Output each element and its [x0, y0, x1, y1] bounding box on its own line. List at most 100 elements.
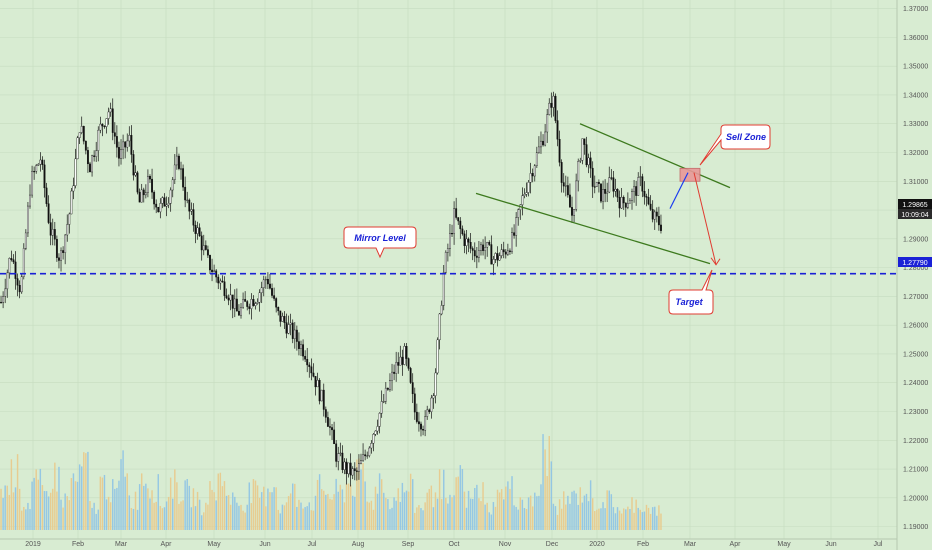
candle-body [264, 278, 267, 281]
volume-bar [395, 500, 397, 530]
x-tick-label: May [207, 541, 221, 548]
candle-body [372, 434, 375, 444]
volume-bar [296, 506, 298, 530]
candle-body [47, 203, 50, 223]
x-tick-label: Jul [308, 541, 317, 548]
volume-bar [18, 488, 21, 530]
volume-bar [552, 503, 555, 530]
volume-bar [188, 485, 191, 530]
candle-body [331, 427, 333, 431]
volume-bar [521, 499, 524, 530]
candle-body [240, 307, 242, 316]
time-badge-text: 10:09:04 [901, 212, 928, 219]
volume-bar [101, 477, 104, 530]
candle-body [14, 261, 17, 279]
candle-body [204, 245, 207, 250]
volume-bar [453, 495, 455, 530]
x-tick-label: Jun [259, 541, 270, 548]
candle-body [556, 120, 559, 140]
volume-bar [207, 504, 209, 530]
volume-bar [556, 514, 559, 530]
volume-bar [2, 498, 4, 530]
candle-body [60, 250, 62, 261]
volume-bar [414, 512, 416, 530]
candle-body [180, 168, 182, 170]
candle-body [51, 229, 54, 236]
volume-bar [403, 492, 406, 530]
volume-bar [203, 512, 205, 530]
volume-bar [14, 487, 17, 530]
candle-body [635, 186, 638, 196]
volume-bar [120, 459, 122, 530]
volume-bar [486, 502, 488, 530]
candle-body [614, 188, 617, 192]
volume-bar [573, 490, 575, 530]
candle-body [345, 461, 348, 475]
candle-body [585, 144, 588, 166]
volume-bar [455, 477, 457, 530]
candle-body [24, 232, 27, 249]
volume-bar [219, 472, 222, 530]
candle-body [434, 372, 437, 396]
volume-bar [138, 484, 141, 530]
volume-bar [523, 507, 526, 530]
volume-bar [631, 497, 633, 530]
candle-body [626, 203, 629, 208]
volume-bar [83, 452, 85, 530]
volume-bar [660, 513, 662, 530]
volume-bar [76, 481, 79, 530]
candle-body [618, 196, 621, 209]
candle-body [333, 429, 336, 445]
volume-bar [643, 511, 646, 530]
candle-body [4, 288, 7, 297]
x-tick-label: Aug [352, 541, 365, 548]
volume-bar [579, 487, 582, 530]
candle-body [463, 233, 466, 246]
y-tick-label: 1.31000 [903, 179, 928, 186]
candle-body [238, 310, 240, 316]
volume-bar [95, 513, 97, 530]
volume-bar [542, 434, 544, 530]
candle-body [494, 253, 497, 260]
candle-body [413, 393, 416, 413]
volume-bar [122, 450, 124, 530]
volume-bar [372, 509, 375, 530]
candle-body [610, 177, 613, 179]
candle-body [436, 339, 439, 374]
volume-bar [505, 486, 507, 530]
volume-bar [85, 453, 87, 530]
x-tick-label: 2020 [589, 541, 605, 548]
volume-bar [331, 499, 333, 530]
x-tick-label: Oct [449, 541, 460, 548]
candle-body [258, 292, 261, 303]
volume-bar [258, 497, 261, 530]
candle-body [153, 192, 156, 205]
mirror-level-label: Mirror Level [354, 233, 406, 243]
volume-bar [74, 481, 77, 530]
candle-body [134, 172, 137, 176]
volume-bar [569, 503, 571, 530]
candle-body [39, 159, 42, 165]
volume-bar [637, 507, 639, 530]
volume-bar [385, 497, 387, 530]
volume-bar [577, 504, 579, 530]
candle-body [306, 359, 309, 366]
volume-bar [124, 476, 126, 530]
y-tick-label: 1.23000 [903, 409, 928, 416]
candle-body [442, 272, 445, 306]
volume-bar [565, 504, 567, 530]
volume-bar [184, 480, 186, 530]
candle-body [517, 209, 520, 218]
volume-bar [263, 486, 265, 530]
candle-body [68, 213, 71, 225]
y-tick-label: 1.21000 [903, 467, 928, 474]
candle-body [455, 208, 458, 218]
candle-body [432, 395, 435, 399]
candle-body [531, 173, 534, 177]
volume-bar [554, 506, 557, 530]
volume-bar [205, 502, 207, 530]
candle-body [320, 389, 323, 402]
candle-body [279, 310, 282, 322]
candle-body [308, 364, 311, 367]
